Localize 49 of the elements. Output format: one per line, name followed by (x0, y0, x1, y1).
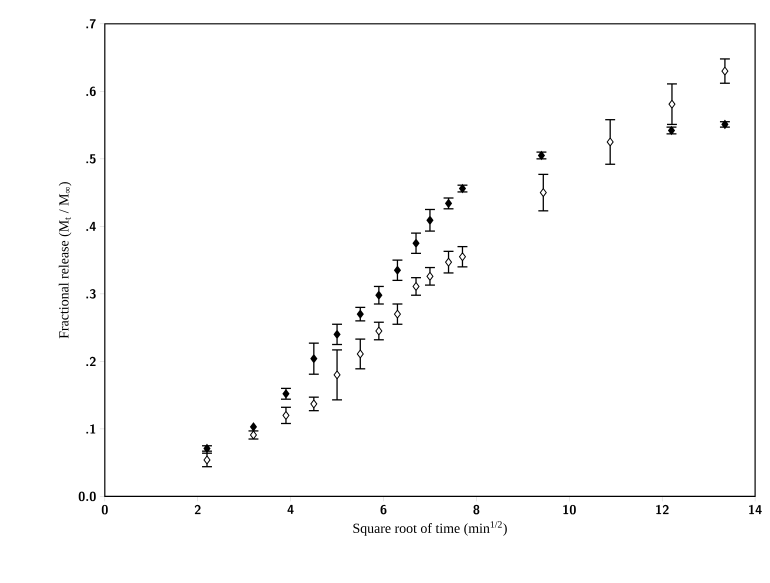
x-tick-label: 6 (380, 504, 386, 515)
point (426, 216, 434, 225)
y-tick-label: .6 (86, 86, 96, 96)
point (394, 266, 401, 275)
point (250, 430, 257, 440)
point (375, 290, 382, 300)
point (334, 370, 341, 380)
point (540, 188, 547, 198)
point (458, 184, 466, 194)
point (412, 282, 420, 292)
y-axis-title: Fractional release (M$_{t}$ / M$_{∞}$) (58, 182, 72, 338)
point (412, 238, 420, 248)
x-tick-label: 14 (748, 504, 762, 514)
point (282, 411, 290, 420)
point (250, 422, 257, 432)
y-tick-label: .5 (86, 154, 96, 164)
point (668, 100, 676, 109)
y-tick-label: .2 (86, 356, 96, 366)
y-tick-label: .7 (86, 19, 96, 28)
point (721, 120, 728, 129)
point (204, 444, 210, 454)
point (668, 126, 675, 136)
x-tick-label: 12 (656, 504, 669, 514)
point (204, 456, 210, 465)
point (721, 66, 728, 76)
y-tick-label: .4 (86, 222, 96, 231)
x-tick-label: 4 (287, 504, 294, 514)
point (282, 389, 290, 398)
point (334, 330, 341, 339)
y-tick-label: .1 (86, 424, 96, 434)
x-tick-label: 8 (473, 504, 480, 515)
point (356, 310, 364, 319)
y-tick-label: .3 (86, 289, 96, 299)
y-tick-label: 0.0 (78, 492, 96, 502)
point (356, 350, 364, 359)
point (458, 252, 466, 262)
point (375, 326, 382, 336)
point (310, 400, 318, 408)
x-tick-label: 10 (563, 504, 576, 515)
point (426, 272, 434, 281)
x-tick-label: 2 (194, 504, 201, 514)
point (445, 258, 452, 267)
point (394, 310, 401, 319)
point (538, 151, 545, 160)
point (445, 199, 452, 208)
point (310, 354, 318, 364)
x-tick-label: 0 (102, 504, 108, 515)
point (606, 138, 614, 147)
x-axis-title: Square root of time (min$^{1/2}$) (353, 521, 507, 536)
